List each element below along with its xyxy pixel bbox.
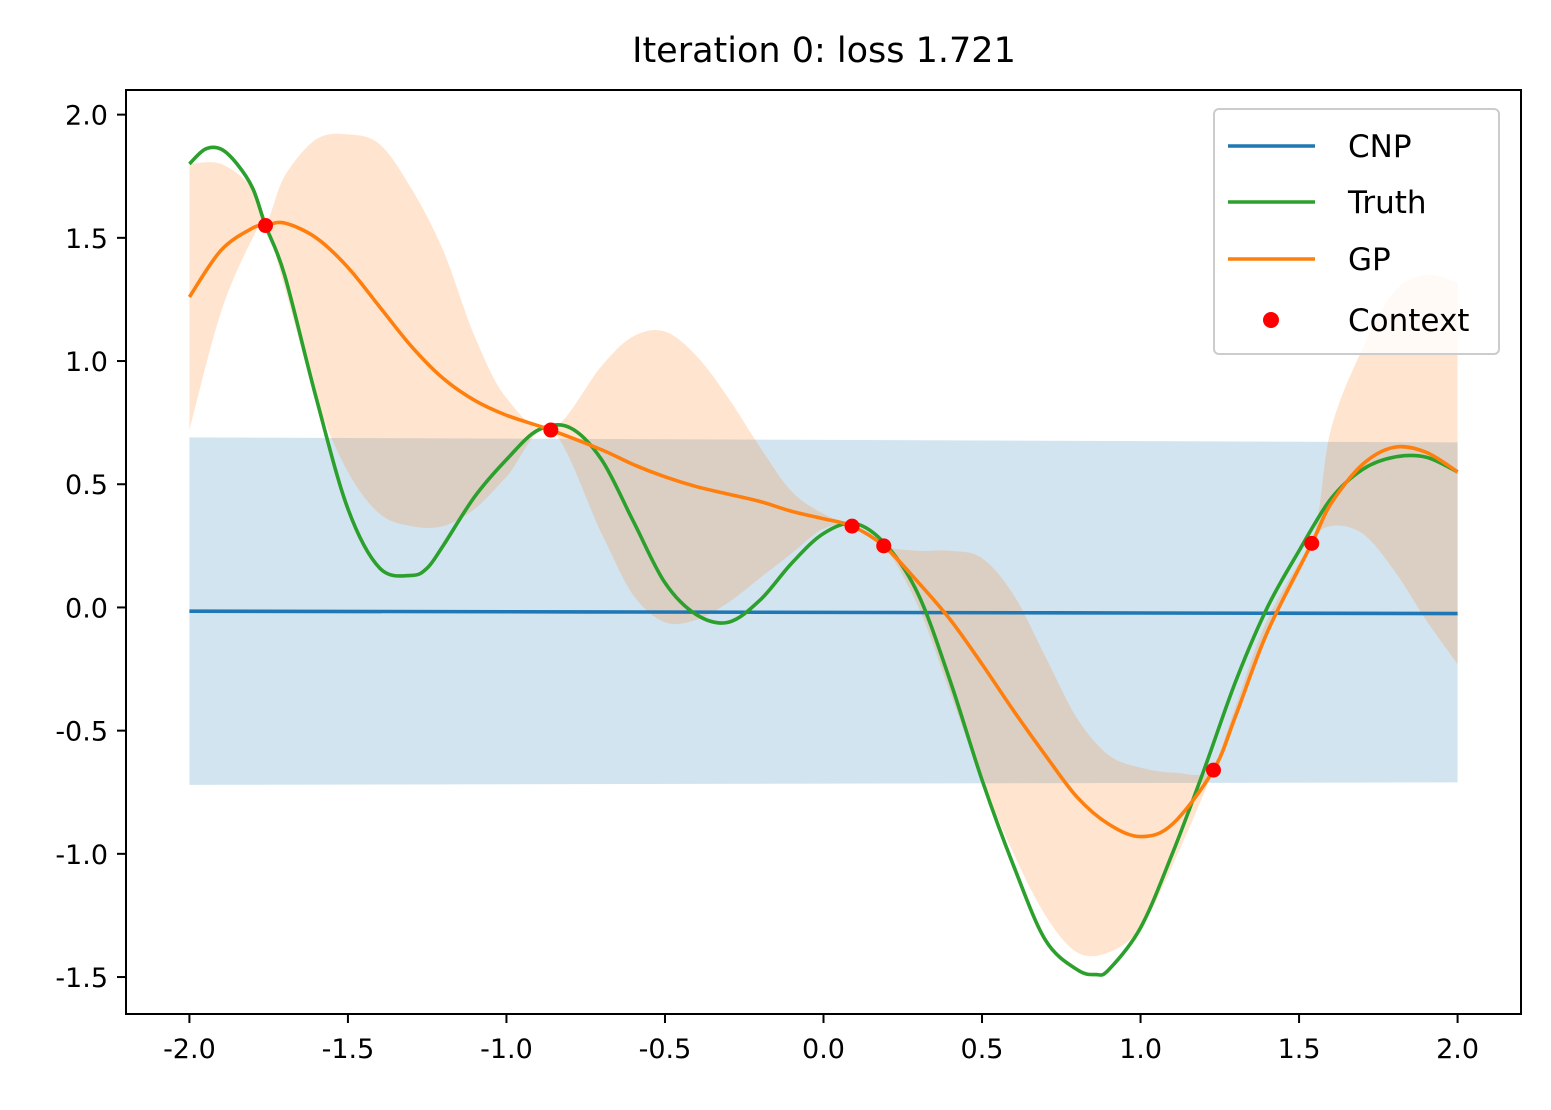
y-tick-label-4: 0.0 (65, 593, 108, 624)
context-point-6 (1304, 535, 1320, 551)
legend-label-cnp: CNP (1348, 129, 1412, 165)
series-line-gp (187, 220, 1459, 839)
x-tick-label-5: 0.0 (802, 1034, 845, 1065)
x-tick-label-2: -1.5 (322, 1034, 375, 1065)
y-tick-label-3: -0.5 (55, 717, 108, 748)
x-tick-label-1: -2.0 (163, 1034, 216, 1065)
axes: -2.0 -1.5 -1.0 -0.5 0.0 0.5 1.0 1.5 2.0 -1.5 -1.0 -… (55, 89, 1522, 1065)
legend-label-truth: Truth (1347, 185, 1427, 221)
legend-label-gp: GP (1348, 242, 1391, 278)
x-tick-label-4: -0.5 (639, 1034, 692, 1065)
y-tick-label-5: 0.5 (65, 470, 108, 501)
plot-content (187, 133, 1459, 977)
x-tick-label-3: -1.0 (480, 1034, 533, 1065)
x-tick-label-8: 1.5 (1278, 1034, 1321, 1065)
context-point-5 (1205, 762, 1221, 778)
y-tick-label-6: 1.0 (65, 347, 108, 378)
series-line-truth (188, 145, 1459, 977)
plot-area (187, 133, 1459, 977)
context-point-1 (258, 218, 273, 234)
y-tick-label-2: -1.0 (55, 840, 108, 871)
gp-uncertainty-band (189, 133, 1458, 957)
series-line-cnp (189, 609, 1458, 616)
y-tick-label-7: 1.5 (65, 224, 108, 255)
y-tick-label-1: -1.5 (55, 963, 108, 994)
x-tick-label-9: 2.0 (1436, 1034, 1479, 1065)
context-point-3 (844, 518, 860, 534)
legend-box (1213, 108, 1500, 355)
legend: CNP Truth GP Context (1213, 108, 1500, 355)
context-point-2 (543, 422, 559, 438)
x-tick-label-6: 0.5 (961, 1034, 1004, 1065)
legend-marker-context (1263, 312, 1279, 328)
x-tick-label-7: 1.0 (1119, 1034, 1162, 1065)
legend-label-context: Context (1348, 303, 1469, 339)
y-tick-label-8: 2.0 (65, 101, 108, 132)
chart-title: Iteration 0: loss 1.721 (632, 31, 1016, 71)
context-point-4 (876, 538, 892, 554)
